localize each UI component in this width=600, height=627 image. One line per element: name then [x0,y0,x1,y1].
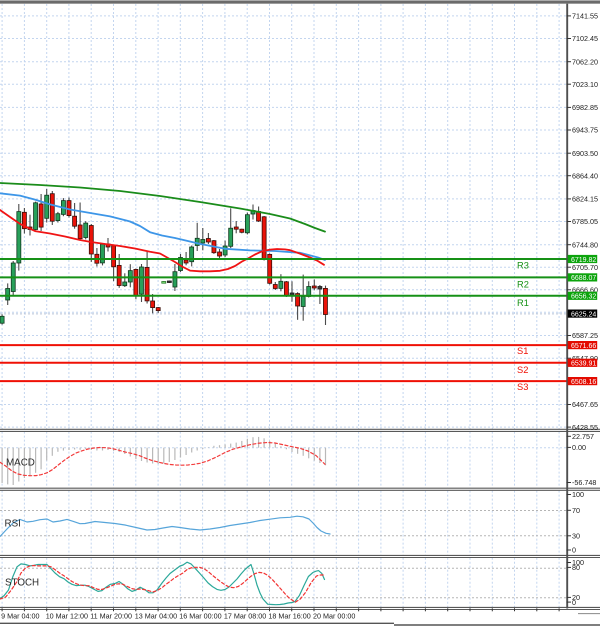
svg-text:6428.55: 6428.55 [572,423,598,432]
svg-text:100: 100 [572,490,584,499]
svg-text:20: 20 [572,593,580,602]
svg-text:6547.90: 6547.90 [572,354,598,363]
svg-text:10 Mar 12:00: 10 Mar 12:00 [46,612,88,621]
svg-text:-56.748: -56.748 [572,478,596,487]
svg-text:22.757: 22.757 [572,432,594,441]
svg-text:11 Mar 20:00: 11 Mar 20:00 [90,612,132,621]
svg-text:0: 0 [572,546,576,555]
svg-text:18 Mar 16:00: 18 Mar 16:00 [268,612,310,621]
svg-text:70: 70 [572,506,580,515]
svg-text:30: 30 [572,532,580,541]
svg-text:6625.24: 6625.24 [571,311,596,318]
svg-text:7023.10: 7023.10 [572,80,598,89]
svg-text:6666.60: 6666.60 [572,286,598,295]
svg-text:S1: S1 [517,346,528,356]
svg-text:0.00: 0.00 [572,443,586,452]
svg-text:6467.65: 6467.65 [572,400,598,409]
svg-text:6656.32: 6656.32 [571,294,596,301]
svg-text:13 Mar 04:00: 13 Mar 04:00 [135,612,177,621]
svg-text:6744.80: 6744.80 [572,240,598,249]
svg-text:7102.45: 7102.45 [572,34,598,43]
svg-text:16 Mar 00:00: 16 Mar 00:00 [179,612,221,621]
svg-text:6688.07: 6688.07 [571,275,596,282]
svg-text:R3: R3 [517,260,529,270]
svg-text:7062.20: 7062.20 [572,57,598,66]
svg-text:0: 0 [572,598,576,607]
svg-text:MACD: MACD [6,458,35,469]
svg-text:R2: R2 [517,280,529,290]
svg-text:6982.85: 6982.85 [572,103,598,112]
svg-text:20 Mar 00:00: 20 Mar 00:00 [313,612,355,621]
svg-text:6705.70: 6705.70 [572,263,598,272]
svg-text:S3: S3 [517,382,528,392]
svg-text:9 Mar 04:00: 9 Mar 04:00 [1,612,39,621]
svg-text:6539.91: 6539.91 [571,361,596,368]
svg-text:6943.75: 6943.75 [572,126,598,135]
svg-text:S2: S2 [517,365,528,375]
svg-text:STOCH: STOCH [5,577,39,588]
svg-text:80: 80 [572,563,580,572]
svg-text:6571.66: 6571.66 [571,343,596,350]
svg-text:6587.25: 6587.25 [572,331,598,340]
svg-text:6785.05: 6785.05 [572,217,598,226]
svg-text:6508.16: 6508.16 [571,379,596,386]
svg-text:17 Mar 08:00: 17 Mar 08:00 [224,612,266,621]
svg-text:7141.55: 7141.55 [572,12,598,21]
svg-text:RSI: RSI [5,518,21,529]
svg-text:R1: R1 [517,298,529,308]
svg-text:100: 100 [572,558,584,567]
svg-text:6719.82: 6719.82 [571,257,596,264]
svg-text:6903.50: 6903.50 [572,149,598,158]
svg-text:6864.40: 6864.40 [572,171,598,180]
svg-text:6824.15: 6824.15 [572,195,598,204]
